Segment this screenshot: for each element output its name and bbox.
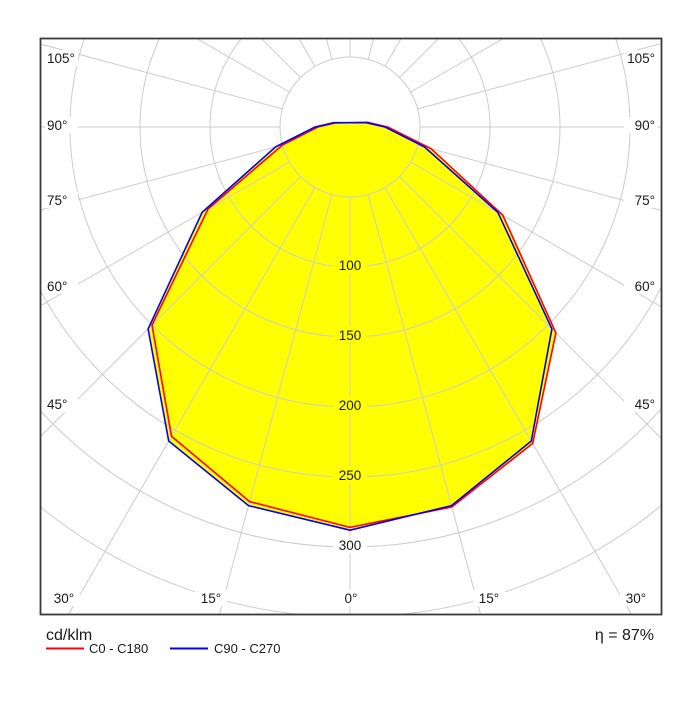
ring-label-bg [333,536,367,554]
angle-label-bg [473,590,505,606]
angle-label-right: 75° [635,193,655,208]
angle-label-bottom: 30° [54,591,74,606]
angle-label-left: 90° [47,118,67,133]
spoke-gridline [399,176,661,439]
angle-label-bg [335,590,367,606]
spoke-gridline [41,161,290,306]
ring-label: 100 [339,258,362,273]
ring-label-bg [333,326,367,344]
spoke-gridline [41,176,301,437]
ring-label: 250 [339,468,362,483]
spoke-gridline [367,194,482,614]
spoke-gridline [417,144,661,211]
angle-label-bg [45,117,78,133]
angle-label-left: 45° [47,397,67,412]
legend-label-c90-c270: C90 - C270 [214,641,280,656]
angle-label-bottom: 0° [345,591,358,606]
angle-label-bg [624,192,657,208]
angle-label-bg [195,590,227,606]
spoke-gridline [410,39,504,93]
axis-label-layer: 100 150 200 250 300 45° 45° 60° 60° 75° 75° 90° 90° 1… [45,50,657,606]
angle-label-right: 45° [635,397,655,412]
angle-label-right: 90° [635,118,655,133]
legend-unit-label: cd/klm [46,627,92,644]
angle-label-bg [45,278,78,294]
spoke-gridline [41,43,283,110]
angle-label-bg [624,278,657,294]
angle-label-bg [45,50,78,66]
spoke-gridline [410,161,661,308]
angle-label-bottom: 15° [201,591,221,606]
angle-label-left: 75° [47,193,67,208]
c90-c270-curve [147,121,553,531]
angle-label-bg [45,192,78,208]
angle-label-bg [624,117,657,133]
spoke-gridline [218,194,333,614]
curve-layer [147,121,557,531]
angle-label-bg [624,50,657,66]
ring-label: 200 [339,398,362,413]
angle-label-bg [620,590,652,606]
ring-label-bg [333,256,367,274]
angle-label-left: 60° [47,279,67,294]
angle-label-right: 60° [635,279,655,294]
spoke-gridline [196,39,290,93]
legend: cd/klm C0 - C180 C90 - C270 η = 87% [46,627,654,656]
spoke-gridline [68,187,316,614]
spoke-gridline [384,187,632,614]
angle-label-bg [45,396,78,412]
ring-label-bg [333,396,367,414]
angle-label-bg [48,590,80,606]
ring-label: 150 [339,328,362,343]
ring-label: 300 [339,538,362,553]
angle-label-bg [624,396,657,412]
spoke-gridline [41,144,283,211]
plot-border [39,37,663,616]
angle-label-left: 105° [47,51,75,66]
angle-label-bottom: 30° [626,591,646,606]
ring-label-bg [333,466,367,484]
efficiency-label: η = 87% [595,627,654,644]
angle-label-bottom: 15° [479,591,499,606]
spoke-gridline [417,43,661,110]
angle-label-right: 105° [627,51,655,66]
legend-label-c0-c180: C0 - C180 [89,641,148,656]
